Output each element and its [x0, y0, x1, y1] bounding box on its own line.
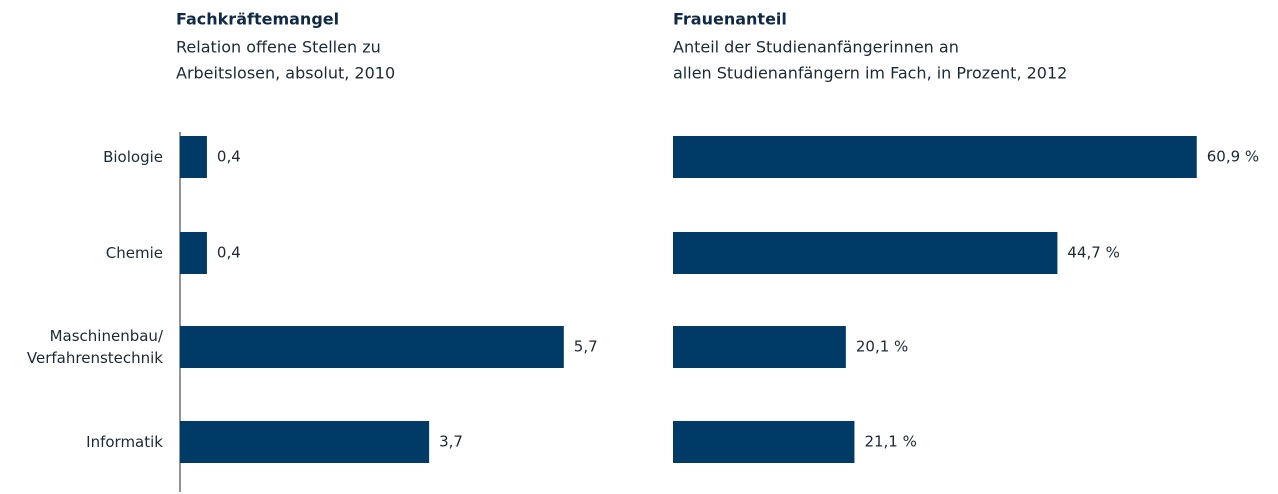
bar	[673, 232, 1058, 274]
value-label: 21,1 %	[864, 433, 916, 451]
chart-title: Frauenanteil	[673, 10, 787, 29]
bar	[673, 421, 855, 463]
bar	[180, 136, 207, 178]
bar	[180, 326, 564, 368]
category-label: Chemie	[106, 244, 163, 262]
value-label: 3,7	[439, 433, 463, 451]
chart-title: Fachkräftemangel	[176, 10, 339, 29]
category-label: Informatik	[86, 433, 163, 451]
bar	[673, 136, 1197, 178]
chart-subtitle: Relation offene Stellen zu	[176, 38, 381, 57]
value-label: 0,4	[217, 244, 241, 262]
value-label: 44,7 %	[1067, 244, 1119, 262]
value-label: 20,1 %	[856, 338, 908, 356]
chart-subtitle: Anteil der Studienanfängerinnen an	[673, 38, 959, 57]
category-label: Maschinenbau/Verfahrenstechnik	[27, 327, 164, 367]
value-label: 60,9 %	[1207, 148, 1259, 166]
value-label: 0,4	[217, 148, 241, 166]
category-label: Biologie	[103, 148, 163, 166]
bar	[673, 326, 846, 368]
chart-subtitle: Arbeitslosen, absolut, 2010	[176, 64, 395, 83]
chart-subtitle: allen Studienanfängern im Fach, in Proze…	[673, 64, 1067, 83]
bar	[180, 421, 430, 463]
value-label: 5,7	[574, 338, 598, 356]
bar	[180, 232, 207, 274]
